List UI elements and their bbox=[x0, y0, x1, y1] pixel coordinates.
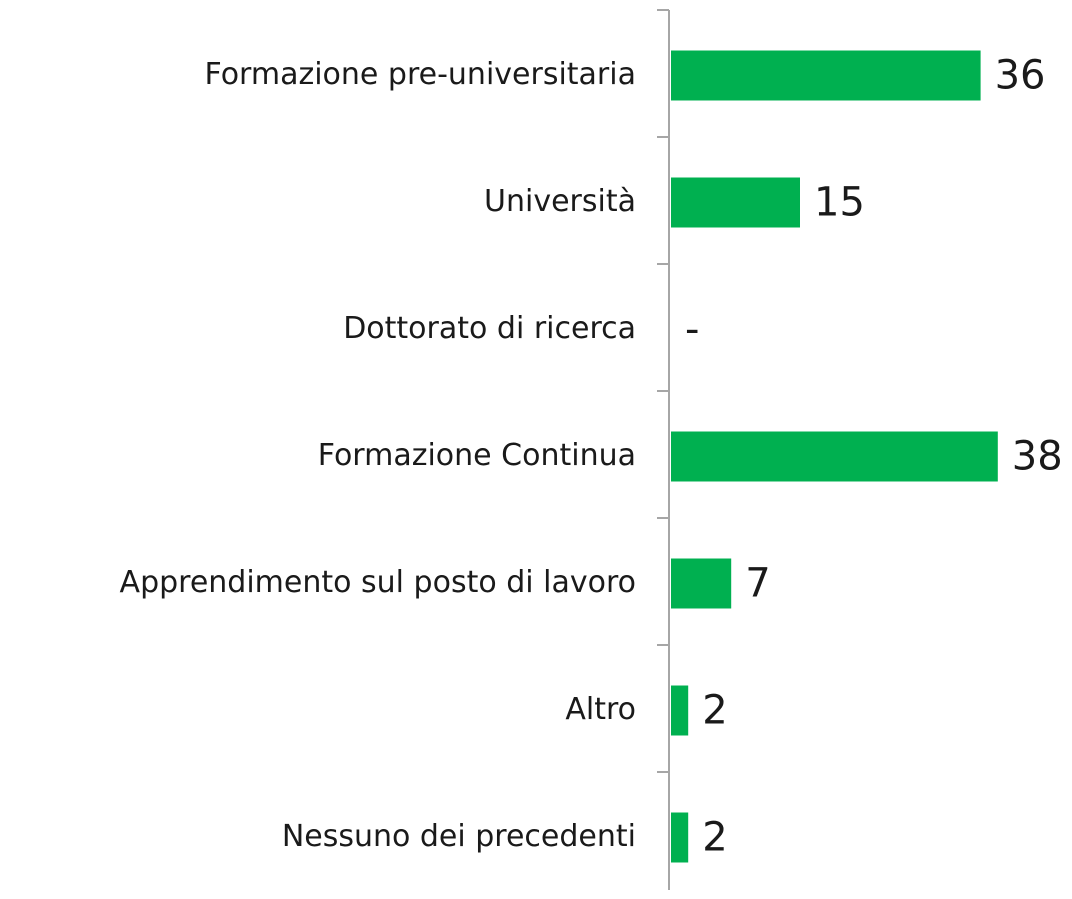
bar bbox=[671, 177, 800, 228]
category-label: Nessuno dei precedenti bbox=[282, 819, 636, 854]
bar bbox=[671, 50, 981, 101]
bar bbox=[671, 431, 998, 482]
data-label: 7 bbox=[745, 561, 770, 607]
data-label: 38 bbox=[1012, 434, 1063, 480]
category-label: Università bbox=[484, 184, 636, 219]
category-label: Apprendimento sul posto di lavoro bbox=[120, 565, 636, 600]
data-label: - bbox=[685, 307, 699, 353]
data-label: 15 bbox=[814, 180, 865, 226]
category-label: Dottorato di ricerca bbox=[343, 311, 636, 346]
category-label: Formazione pre-universitaria bbox=[205, 57, 636, 92]
category-label: Altro bbox=[565, 692, 636, 727]
bar bbox=[671, 812, 689, 863]
data-label: 2 bbox=[702, 815, 727, 861]
bar bbox=[671, 558, 732, 609]
data-label: 36 bbox=[995, 53, 1046, 99]
data-label: 2 bbox=[702, 688, 727, 734]
bar bbox=[671, 685, 689, 736]
category-label: Formazione Continua bbox=[318, 438, 636, 473]
